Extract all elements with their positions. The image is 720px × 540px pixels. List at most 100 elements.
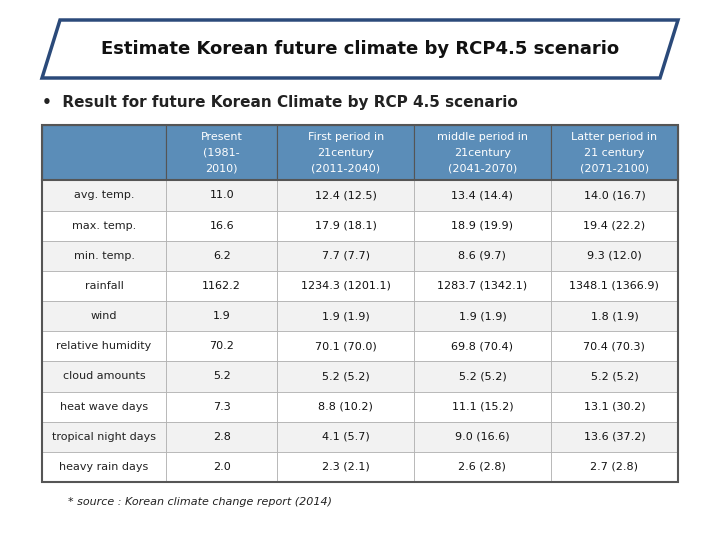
Bar (166, 452, 277, 482)
Text: (2041-2070): (2041-2070) (448, 163, 517, 173)
Bar (414, 241, 551, 271)
Bar (551, 331, 678, 361)
Bar (551, 301, 678, 331)
Text: rainfall: rainfall (84, 281, 123, 291)
Text: 8.6 (9.7): 8.6 (9.7) (459, 251, 506, 261)
Bar (42, 301, 166, 331)
Text: 2010): 2010) (205, 163, 238, 173)
Bar (42, 271, 166, 301)
Bar (166, 422, 277, 452)
Text: 4.1 (5.7): 4.1 (5.7) (322, 432, 369, 442)
Text: middle period in: middle period in (437, 132, 528, 142)
Text: 6.2: 6.2 (213, 251, 230, 261)
Bar (166, 271, 277, 301)
Text: 2.8: 2.8 (212, 432, 230, 442)
Bar (277, 180, 414, 211)
Polygon shape (42, 20, 678, 78)
Text: 5.2 (5.2): 5.2 (5.2) (322, 372, 369, 381)
Text: 8.8 (10.2): 8.8 (10.2) (318, 402, 373, 411)
Bar (42, 180, 166, 211)
Bar (277, 301, 414, 331)
Text: 13.4 (14.4): 13.4 (14.4) (451, 191, 513, 200)
Text: 12.4 (12.5): 12.4 (12.5) (315, 191, 377, 200)
Bar (277, 392, 414, 422)
Bar (166, 392, 277, 422)
Text: 18.9 (19.9): 18.9 (19.9) (451, 220, 513, 231)
Bar (551, 211, 678, 241)
Bar (551, 361, 678, 392)
Bar (42, 392, 166, 422)
Text: 1162.2: 1162.2 (202, 281, 241, 291)
Text: 1234.3 (1201.1): 1234.3 (1201.1) (301, 281, 391, 291)
Text: 1.9 (1.9): 1.9 (1.9) (459, 311, 506, 321)
Text: (1981-: (1981- (203, 147, 240, 158)
Bar (551, 271, 678, 301)
Text: cloud amounts: cloud amounts (63, 372, 145, 381)
Text: 21century: 21century (454, 147, 511, 158)
Bar (414, 422, 551, 452)
Bar (414, 125, 551, 180)
Text: 5.2 (5.2): 5.2 (5.2) (459, 372, 506, 381)
Bar (166, 211, 277, 241)
Text: min. temp.: min. temp. (73, 251, 135, 261)
Text: 69.8 (70.4): 69.8 (70.4) (451, 341, 513, 351)
Text: 7.3: 7.3 (213, 402, 230, 411)
Bar (42, 241, 166, 271)
Bar (42, 361, 166, 392)
Bar (166, 241, 277, 271)
Bar (166, 331, 277, 361)
Text: 21 century: 21 century (584, 147, 644, 158)
Text: tropical night days: tropical night days (52, 432, 156, 442)
Text: * source : Korean climate change report (2014): * source : Korean climate change report … (68, 497, 332, 507)
Text: wind: wind (91, 311, 117, 321)
Text: 2.6 (2.8): 2.6 (2.8) (459, 462, 506, 472)
Text: 19.4 (22.2): 19.4 (22.2) (583, 220, 645, 231)
Text: max. temp.: max. temp. (72, 220, 136, 231)
Text: 70.2: 70.2 (210, 341, 234, 351)
Text: 5.2: 5.2 (213, 372, 230, 381)
Text: 1.9 (1.9): 1.9 (1.9) (322, 311, 369, 321)
Bar (414, 452, 551, 482)
Text: (2071-2100): (2071-2100) (580, 163, 649, 173)
Bar (42, 125, 678, 482)
Text: 13.6 (37.2): 13.6 (37.2) (583, 432, 645, 442)
Bar (551, 452, 678, 482)
Bar (277, 211, 414, 241)
Bar (551, 180, 678, 211)
Text: 2.7 (2.8): 2.7 (2.8) (590, 462, 639, 472)
Bar (42, 422, 166, 452)
Text: 2.3 (2.1): 2.3 (2.1) (322, 462, 369, 472)
Text: 17.9 (18.1): 17.9 (18.1) (315, 220, 377, 231)
Text: Estimate Korean future climate by RCP4.5 scenario: Estimate Korean future climate by RCP4.5… (101, 40, 619, 58)
Bar (166, 180, 277, 211)
Bar (277, 422, 414, 452)
Text: 7.7 (7.7): 7.7 (7.7) (322, 251, 369, 261)
Text: 13.1 (30.2): 13.1 (30.2) (584, 402, 645, 411)
Text: 1.8 (1.9): 1.8 (1.9) (590, 311, 638, 321)
Text: avg. temp.: avg. temp. (73, 191, 134, 200)
Bar (414, 361, 551, 392)
Bar (414, 392, 551, 422)
Text: heavy rain days: heavy rain days (59, 462, 148, 472)
Bar (414, 301, 551, 331)
Bar (551, 422, 678, 452)
Bar (414, 331, 551, 361)
Text: 9.3 (12.0): 9.3 (12.0) (587, 251, 642, 261)
Bar (277, 331, 414, 361)
Text: 2.0: 2.0 (213, 462, 230, 472)
Text: Present: Present (201, 132, 243, 142)
Text: 21century: 21century (318, 147, 374, 158)
Bar (414, 211, 551, 241)
Text: heat wave days: heat wave days (60, 402, 148, 411)
Bar (166, 125, 277, 180)
Text: 70.1 (70.0): 70.1 (70.0) (315, 341, 377, 351)
Text: 70.4 (70.3): 70.4 (70.3) (583, 341, 645, 351)
Bar (277, 271, 414, 301)
Bar (277, 241, 414, 271)
Text: •  Result for future Korean Climate by RCP 4.5 scenario: • Result for future Korean Climate by RC… (42, 95, 518, 110)
Text: (2011-2040): (2011-2040) (311, 163, 380, 173)
Text: First period in: First period in (307, 132, 384, 142)
Text: 11.0: 11.0 (210, 191, 234, 200)
Bar (551, 392, 678, 422)
Text: 14.0 (16.7): 14.0 (16.7) (583, 191, 645, 200)
